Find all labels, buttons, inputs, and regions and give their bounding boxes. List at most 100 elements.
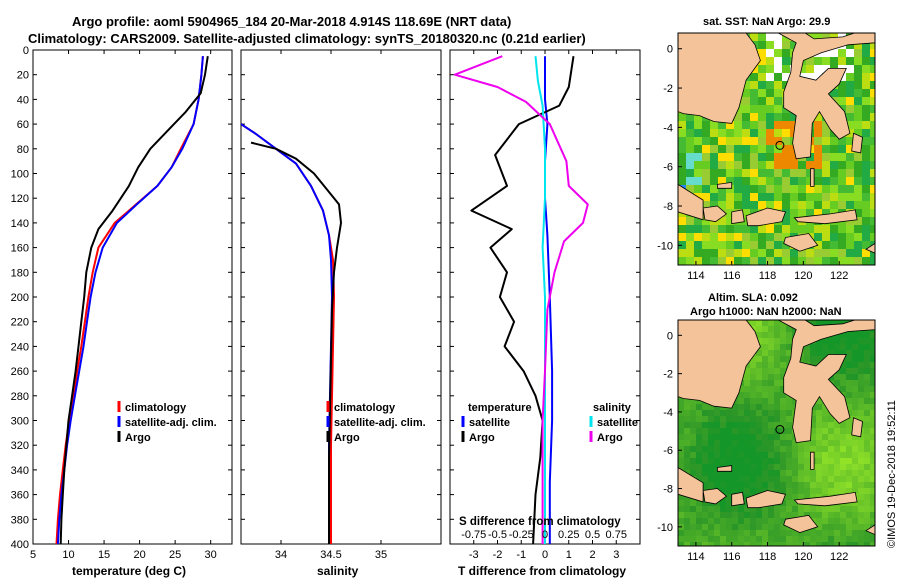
sst-cell [830, 241, 838, 249]
sla-cell [870, 500, 875, 506]
sla-cell [756, 398, 762, 404]
sst-cell [838, 169, 846, 177]
sla-cell [804, 356, 810, 362]
sla-cell [780, 434, 786, 440]
sla-cell [768, 374, 774, 380]
sst-cell [742, 233, 750, 241]
sst-cell [870, 105, 875, 113]
sla-cell [828, 446, 834, 452]
sla-cell [858, 506, 864, 512]
sla-cell [804, 494, 810, 500]
sla-cell [744, 536, 750, 542]
sla-cell [858, 452, 864, 458]
sla-cell [744, 494, 750, 500]
sla-cell [846, 524, 852, 530]
sst-cell [846, 233, 854, 241]
sst-cell [750, 177, 758, 185]
sst-cell [806, 65, 814, 73]
sla-cell [696, 440, 702, 446]
sst-cell [870, 129, 875, 137]
sla-cell [870, 470, 875, 476]
sla-cell [684, 542, 690, 546]
sla-cell [798, 488, 804, 494]
map-lat-tick-label: -4 [663, 407, 673, 419]
sla-cell [840, 368, 846, 374]
sla-cell [828, 476, 834, 482]
sla-cell [828, 416, 834, 422]
sla-cell [750, 512, 756, 518]
sla-cell [834, 428, 840, 434]
sst-cell [718, 177, 726, 185]
sst-map: sat. SST: NaN Argo: 29.9 114 116 118 120 122… [657, 16, 876, 282]
temperature-legend: climatology satellite-adj. clim. Argo [117, 401, 217, 444]
sst-cell [758, 49, 766, 57]
map-lat-tick-label: 0 [667, 330, 673, 342]
sla-cell [786, 344, 792, 350]
sla-cell [732, 542, 738, 546]
sla-cell [720, 428, 726, 434]
sla-cell [780, 320, 786, 326]
sst-land-polygon [678, 33, 761, 124]
sla-cell [714, 410, 720, 416]
sla-cell [714, 524, 720, 530]
sst-cell [758, 145, 766, 153]
sla-cell [696, 530, 702, 536]
sst-cell [686, 177, 694, 185]
sla-cell [870, 416, 875, 422]
sla-cell [858, 482, 864, 488]
sla-land-polygon [778, 320, 875, 444]
sla-cell [828, 512, 834, 518]
sla-cell [786, 512, 792, 518]
sla-cell [708, 482, 714, 488]
sla-cell [780, 488, 786, 494]
sla-cell [678, 464, 684, 470]
sst-cell [846, 185, 854, 193]
sla-cell [816, 458, 822, 464]
difference-series-s-argo [453, 55, 589, 544]
sla-cell [720, 422, 726, 428]
sst-cell [750, 73, 758, 81]
sla-cell [870, 542, 875, 546]
sst-cell [870, 65, 875, 73]
sst-cell [862, 193, 870, 201]
sla-cell [762, 332, 768, 338]
sla-cell [768, 434, 774, 440]
sla-cell [726, 410, 732, 416]
sla-cell [696, 404, 702, 410]
sla-cell [786, 470, 792, 476]
sst-cell [846, 153, 854, 161]
temperature-x-tick-label: 25 [169, 549, 181, 561]
sst-cell [766, 49, 774, 57]
salinity-series-satellite-adj-clim- [241, 123, 333, 544]
sst-cell [846, 113, 854, 121]
sst-cell [774, 161, 782, 169]
sst-cell [790, 113, 798, 121]
sla-cell [726, 524, 732, 530]
sst-cell [806, 169, 814, 177]
sst-cell [822, 137, 830, 145]
sla-cell [816, 416, 822, 422]
sla-cell [834, 338, 840, 344]
sla-cell [744, 368, 750, 374]
sla-cell [858, 440, 864, 446]
sla-cell [756, 464, 762, 470]
sla-cell [774, 536, 780, 542]
sst-cell [862, 161, 870, 169]
sla-cell [846, 386, 852, 392]
sla-cell [846, 476, 852, 482]
difference-x-label: T difference from climatology [458, 564, 626, 578]
sla-cell [780, 338, 786, 344]
s-difference-tick-label: -0.25 [509, 529, 534, 541]
sla-cell [750, 368, 756, 374]
sla-cell [732, 470, 738, 476]
sla-cell [786, 530, 792, 536]
sst-cell [798, 185, 806, 193]
sst-cell [838, 249, 846, 257]
sla-cell [690, 446, 696, 452]
sst-cell [862, 97, 870, 105]
sla-cell [720, 500, 726, 506]
sla-cell [762, 410, 768, 416]
sla-cell [810, 482, 816, 488]
sla-cell [828, 518, 834, 524]
sla-cell [744, 482, 750, 488]
